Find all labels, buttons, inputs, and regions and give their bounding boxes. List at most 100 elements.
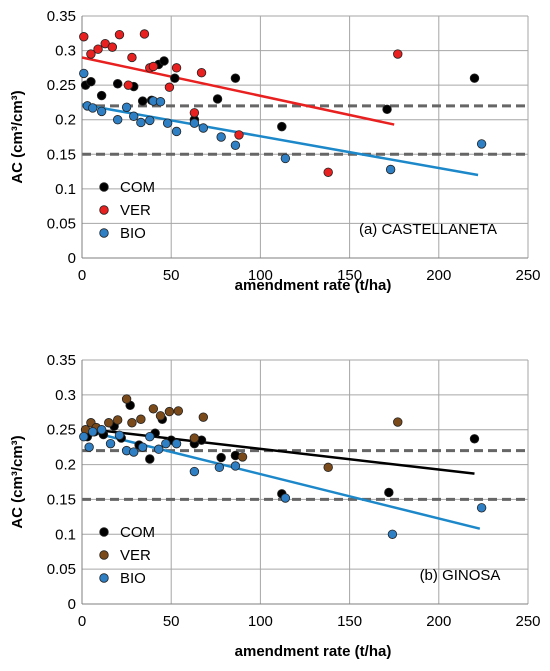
data-point-ver [164,406,175,417]
data-point-bio [88,427,98,437]
data-point-com [382,104,392,115]
data-point-ver [148,404,159,414]
y-tick-label: 0 [68,250,76,267]
legend-marker-ver [99,205,109,215]
data-point-bio [161,438,171,449]
data-point-bio [105,438,116,449]
data-point-ver [237,452,248,462]
x-tick-label: 100 [248,613,273,630]
y-axis-title: AC (cm³/cm³) [9,435,26,528]
data-point-ver [393,49,403,59]
data-point-ver [173,406,184,416]
y-axis-title: AC (cm³/cm³) [9,90,26,183]
data-point-bio [476,139,487,149]
legend-marker-com [99,182,109,192]
legend-label-com: COM [120,179,155,196]
data-point-bio [162,118,173,128]
data-point-bio [385,164,396,175]
data-point-ver [86,49,96,59]
data-point-ver [139,29,150,39]
data-point-ver [393,417,403,427]
legend-marker-ver [99,550,109,560]
x-tick-label: 0 [78,613,86,630]
data-point-bio [145,431,155,442]
data-point-bio [129,447,139,457]
data-point-bio [137,442,148,452]
y-tick-label: 0.25 [47,77,76,94]
data-point-bio [280,153,291,164]
trend-line [81,103,479,177]
data-point-com [112,79,123,89]
legend-label-bio: BIO [120,570,146,587]
data-point-bio [121,102,132,112]
data-point-bio [476,503,487,513]
data-point-ver [323,167,333,177]
data-point-bio [96,425,107,435]
data-point-com [86,76,96,87]
chart-panel-2: 0 50 100 150 200 250 0 0.05 0.1 0.15 0.2 0.25 0.3 0.3… [9,352,541,660]
x-tick-label: 150 [337,267,362,284]
legend-label-bio: BIO [120,225,146,242]
data-point-ver [112,415,123,425]
data-point-ver [234,130,244,140]
y-tick-label: 0.25 [47,422,76,439]
y-tick-label: 0.35 [47,352,76,369]
data-point-bio [189,466,200,477]
x-tick-label: 100 [248,267,273,284]
data-point-com [277,121,287,132]
data-point-bio [79,431,89,442]
legend-label-ver: VER [120,202,151,219]
panel-label: (b) GINOSA [420,567,501,584]
data-point-ver [171,63,182,73]
y-tick-label: 0.15 [47,146,76,163]
data-point-com [145,454,155,464]
data-point-bio [387,529,398,539]
data-point-bio [145,115,155,126]
legend-label-com: COM [120,524,155,541]
data-point-ver [121,394,132,404]
data-point-bio [189,118,200,128]
data-point-bio [198,123,209,133]
trend-line [81,428,481,530]
y-tick-label: 0.05 [47,561,76,578]
y-tick-label: 0.15 [47,491,76,508]
data-point-bio [214,462,225,473]
data-point-ver [127,418,137,428]
data-point-ver [323,462,333,473]
data-point-ver [189,108,200,118]
data-point-com [96,90,107,101]
x-axis-title: amendment rate (t/ha) [235,643,392,660]
data-point-bio [155,97,166,107]
x-tick-label: 50 [163,267,180,284]
x-tick-label: 150 [337,613,362,630]
data-point-ver [155,411,166,421]
y-tick-label: 0 [68,596,76,613]
data-point-com [216,452,226,463]
data-point-bio [171,438,182,449]
data-point-bio [88,103,98,113]
y-tick-label: 0.2 [55,112,76,129]
data-point-bio [79,68,89,79]
data-point-com [137,96,148,106]
data-point-ver [114,29,125,40]
x-axis-title: amendment rate (t/ha) [235,277,392,294]
data-point-com [469,73,480,83]
data-point-bio [171,126,182,137]
x-tick-label: 0 [78,267,86,284]
chart-panel-1: 0 50 100 150 200 250 0 0.05 0.1 0.15 0.2 0.25 0.3 0.3… [9,8,541,294]
y-tick-label: 0.3 [55,43,76,60]
y-tick-label: 0.2 [55,457,76,474]
trend-line [81,56,395,126]
legend-marker-bio [99,573,109,583]
data-point-com [159,56,169,66]
data-point-com [230,73,241,83]
data-point-ver [164,82,175,92]
data-point-bio [230,140,241,150]
x-tick-label: 200 [426,613,451,630]
legend-marker-com [99,527,109,537]
data-point-ver [196,67,207,78]
data-point-ver [107,42,118,52]
data-point-bio [96,106,107,117]
x-tick-label: 250 [515,267,540,284]
